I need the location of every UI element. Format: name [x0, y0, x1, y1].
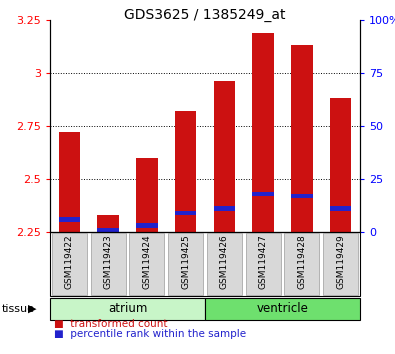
Bar — [91, 233, 126, 295]
Bar — [205, 298, 360, 320]
Bar — [291, 45, 312, 232]
Bar — [175, 111, 196, 232]
Text: tissue: tissue — [2, 304, 35, 314]
Text: ▶: ▶ — [28, 304, 37, 314]
Bar — [207, 233, 242, 295]
Text: GSM119423: GSM119423 — [103, 235, 113, 289]
Bar — [52, 233, 87, 295]
Text: GDS3625 / 1385249_at: GDS3625 / 1385249_at — [124, 8, 286, 22]
Bar — [59, 132, 80, 232]
Text: GSM119424: GSM119424 — [142, 235, 151, 289]
Text: GSM119427: GSM119427 — [259, 235, 268, 289]
Bar — [284, 233, 319, 295]
Bar — [252, 33, 274, 232]
Bar — [98, 228, 119, 232]
Bar — [323, 233, 358, 295]
Bar — [291, 194, 312, 198]
Text: GSM119429: GSM119429 — [336, 235, 345, 289]
Bar — [59, 217, 80, 222]
Bar — [252, 192, 274, 196]
Bar — [330, 206, 351, 211]
Bar — [168, 233, 203, 295]
Bar — [246, 233, 280, 295]
Text: GSM119426: GSM119426 — [220, 235, 229, 289]
Text: atrium: atrium — [108, 303, 147, 315]
Text: GSM119428: GSM119428 — [297, 235, 307, 289]
Bar — [330, 98, 351, 232]
Bar — [214, 81, 235, 232]
Bar — [175, 211, 196, 215]
Bar — [130, 233, 164, 295]
Text: GSM119425: GSM119425 — [181, 235, 190, 289]
Text: ■  percentile rank within the sample: ■ percentile rank within the sample — [54, 329, 246, 339]
Text: GSM119422: GSM119422 — [65, 235, 74, 289]
Bar — [136, 158, 158, 232]
Bar — [214, 206, 235, 211]
Bar — [50, 298, 205, 320]
Text: ■  transformed count: ■ transformed count — [54, 319, 167, 329]
Text: ventricle: ventricle — [257, 303, 308, 315]
Bar — [98, 215, 119, 232]
Bar — [136, 223, 158, 228]
